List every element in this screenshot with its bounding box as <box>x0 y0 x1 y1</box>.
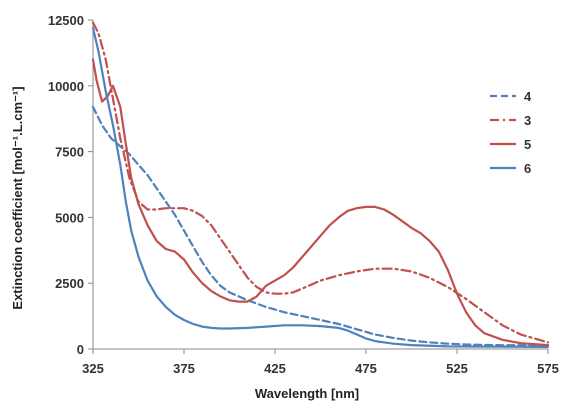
series-line-5 <box>91 58 550 347</box>
y-tick-label: 5000 <box>55 210 84 225</box>
x-tick-label: 475 <box>355 361 377 376</box>
legend: 4 3 5 6 <box>490 89 532 176</box>
x-tick-label: 425 <box>264 361 286 376</box>
legend-label-5: 5 <box>524 137 531 152</box>
series-line-4 <box>91 105 550 347</box>
series-lines <box>91 21 550 348</box>
x-tick-label: 375 <box>173 361 195 376</box>
y-tick-label: 2500 <box>55 276 84 291</box>
series-line-3 <box>91 21 550 344</box>
legend-label-3: 3 <box>524 113 531 128</box>
y-tick-labels: 0 2500 5000 7500 10000 12500 <box>48 13 93 357</box>
x-tick-label: 525 <box>446 361 468 376</box>
y-tick-label: 7500 <box>55 145 84 160</box>
axes <box>92 20 548 350</box>
legend-label-6: 6 <box>524 161 531 176</box>
y-axis-label: Extinction coefficient [mol⁻¹.L.cm⁻¹] <box>10 86 25 309</box>
x-axis-label: Wavelength [nm] <box>255 386 359 401</box>
x-tick-labels: 325 375 425 475 525 575 <box>82 349 559 376</box>
y-tick-label: 0 <box>77 342 84 357</box>
x-tick-label: 325 <box>82 361 104 376</box>
series-line-6 <box>91 26 550 348</box>
x-tick-label: 575 <box>537 361 559 376</box>
y-tick-label: 12500 <box>48 13 84 28</box>
y-tick-label: 10000 <box>48 79 84 94</box>
legend-label-4: 4 <box>524 89 532 104</box>
